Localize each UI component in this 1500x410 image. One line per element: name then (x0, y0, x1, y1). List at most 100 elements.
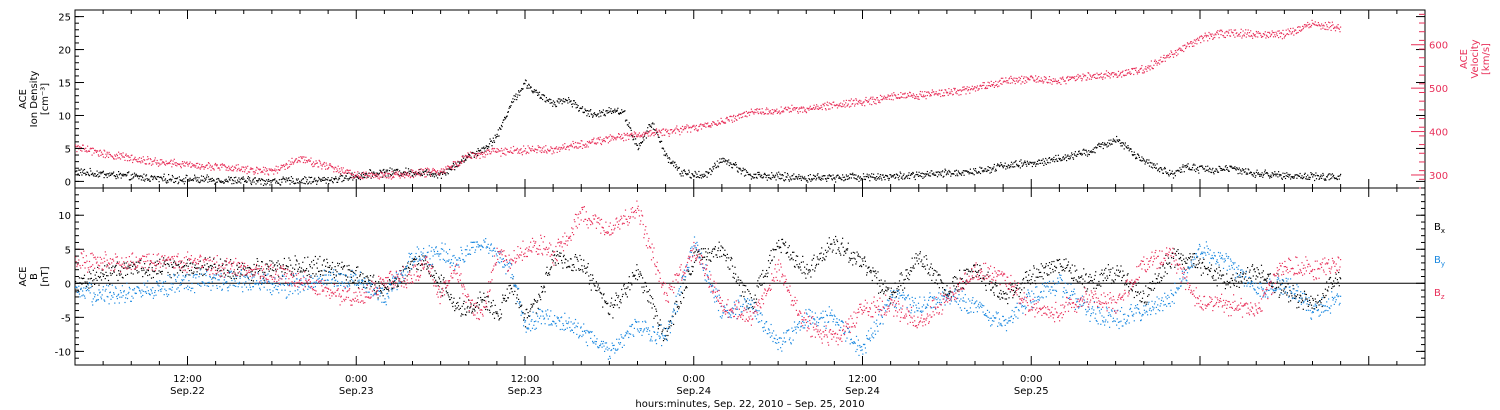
data-point (312, 166, 314, 168)
data-point (1147, 67, 1149, 69)
data-point (78, 277, 80, 279)
data-point (872, 96, 874, 98)
data-point (471, 310, 473, 312)
data-point (1088, 78, 1090, 80)
data-point (1168, 175, 1170, 177)
data-point (232, 180, 234, 182)
data-point (918, 98, 920, 100)
data-point (495, 311, 497, 313)
data-point (1152, 68, 1154, 70)
data-point (600, 115, 602, 117)
data-point (859, 99, 861, 101)
data-point (106, 151, 108, 153)
data-point (1277, 30, 1279, 32)
data-point (876, 178, 878, 180)
data-point (1079, 153, 1082, 155)
data-point (204, 257, 206, 259)
data-point (81, 174, 83, 176)
data-point (552, 105, 554, 107)
data-point (476, 154, 478, 157)
data-point (400, 270, 402, 272)
data-point (1221, 168, 1223, 170)
data-point (284, 272, 286, 274)
data-point (424, 176, 426, 178)
data-point (876, 97, 878, 99)
data-point (884, 179, 886, 181)
data-point (747, 112, 749, 114)
data-point (885, 97, 887, 99)
data-point (1091, 75, 1094, 77)
data-point (916, 171, 918, 173)
data-point (467, 152, 469, 154)
data-point (795, 175, 797, 178)
data-point (1284, 177, 1287, 180)
data-point (879, 94, 882, 96)
data-point (1113, 72, 1115, 74)
data-point (322, 163, 324, 165)
data-point (142, 276, 144, 278)
data-point (481, 153, 484, 156)
data-point (184, 180, 186, 183)
data-point (576, 256, 578, 258)
data-point (765, 109, 767, 111)
data-point (1119, 139, 1121, 141)
data-point (636, 279, 639, 281)
data-point (331, 166, 334, 168)
data-point (490, 302, 492, 304)
data-point (531, 306, 533, 308)
data-point (480, 299, 482, 301)
data-point (1145, 161, 1147, 163)
data-point (256, 167, 258, 169)
data-point (732, 116, 734, 118)
data-point (557, 148, 559, 150)
data-point (759, 108, 761, 110)
data-point (680, 175, 682, 177)
data-point (722, 157, 724, 159)
data-point (642, 136, 644, 138)
data-point (113, 158, 115, 160)
data-point (1195, 40, 1197, 42)
data-point (516, 297, 518, 299)
data-point (757, 111, 759, 113)
data-point (118, 157, 120, 159)
data-point (1182, 45, 1184, 47)
data-point (636, 264, 638, 266)
data-point (403, 280, 405, 282)
data-point (1203, 35, 1206, 37)
data-point (1176, 55, 1178, 57)
data-point (308, 176, 310, 178)
data-point (969, 92, 971, 94)
data-point (898, 97, 901, 99)
data-point (141, 269, 143, 272)
data-point (1105, 143, 1107, 145)
data-point (1012, 163, 1014, 165)
data-point (696, 173, 698, 175)
data-point (298, 263, 300, 265)
data-point (298, 156, 300, 158)
data-point (829, 175, 831, 177)
data-point (802, 177, 804, 179)
data-point (396, 286, 398, 288)
data-point (440, 172, 442, 174)
data-point (135, 266, 137, 268)
data-point (507, 297, 509, 299)
data-point (278, 263, 280, 265)
data-point (490, 140, 492, 142)
data-point (335, 178, 337, 180)
data-point (356, 176, 358, 178)
data-point (861, 104, 863, 106)
data-point (407, 175, 410, 177)
data-point (1309, 178, 1311, 180)
data-point (207, 269, 209, 271)
data-point (842, 105, 844, 107)
data-point (229, 179, 231, 181)
data-point (78, 169, 80, 171)
data-point (1184, 44, 1186, 46)
data-point (1129, 71, 1131, 73)
data-point (1050, 159, 1052, 161)
data-point (540, 97, 542, 99)
data-point (662, 340, 665, 342)
data-point (557, 262, 559, 265)
data-point (1212, 38, 1214, 40)
data-point (331, 181, 334, 183)
